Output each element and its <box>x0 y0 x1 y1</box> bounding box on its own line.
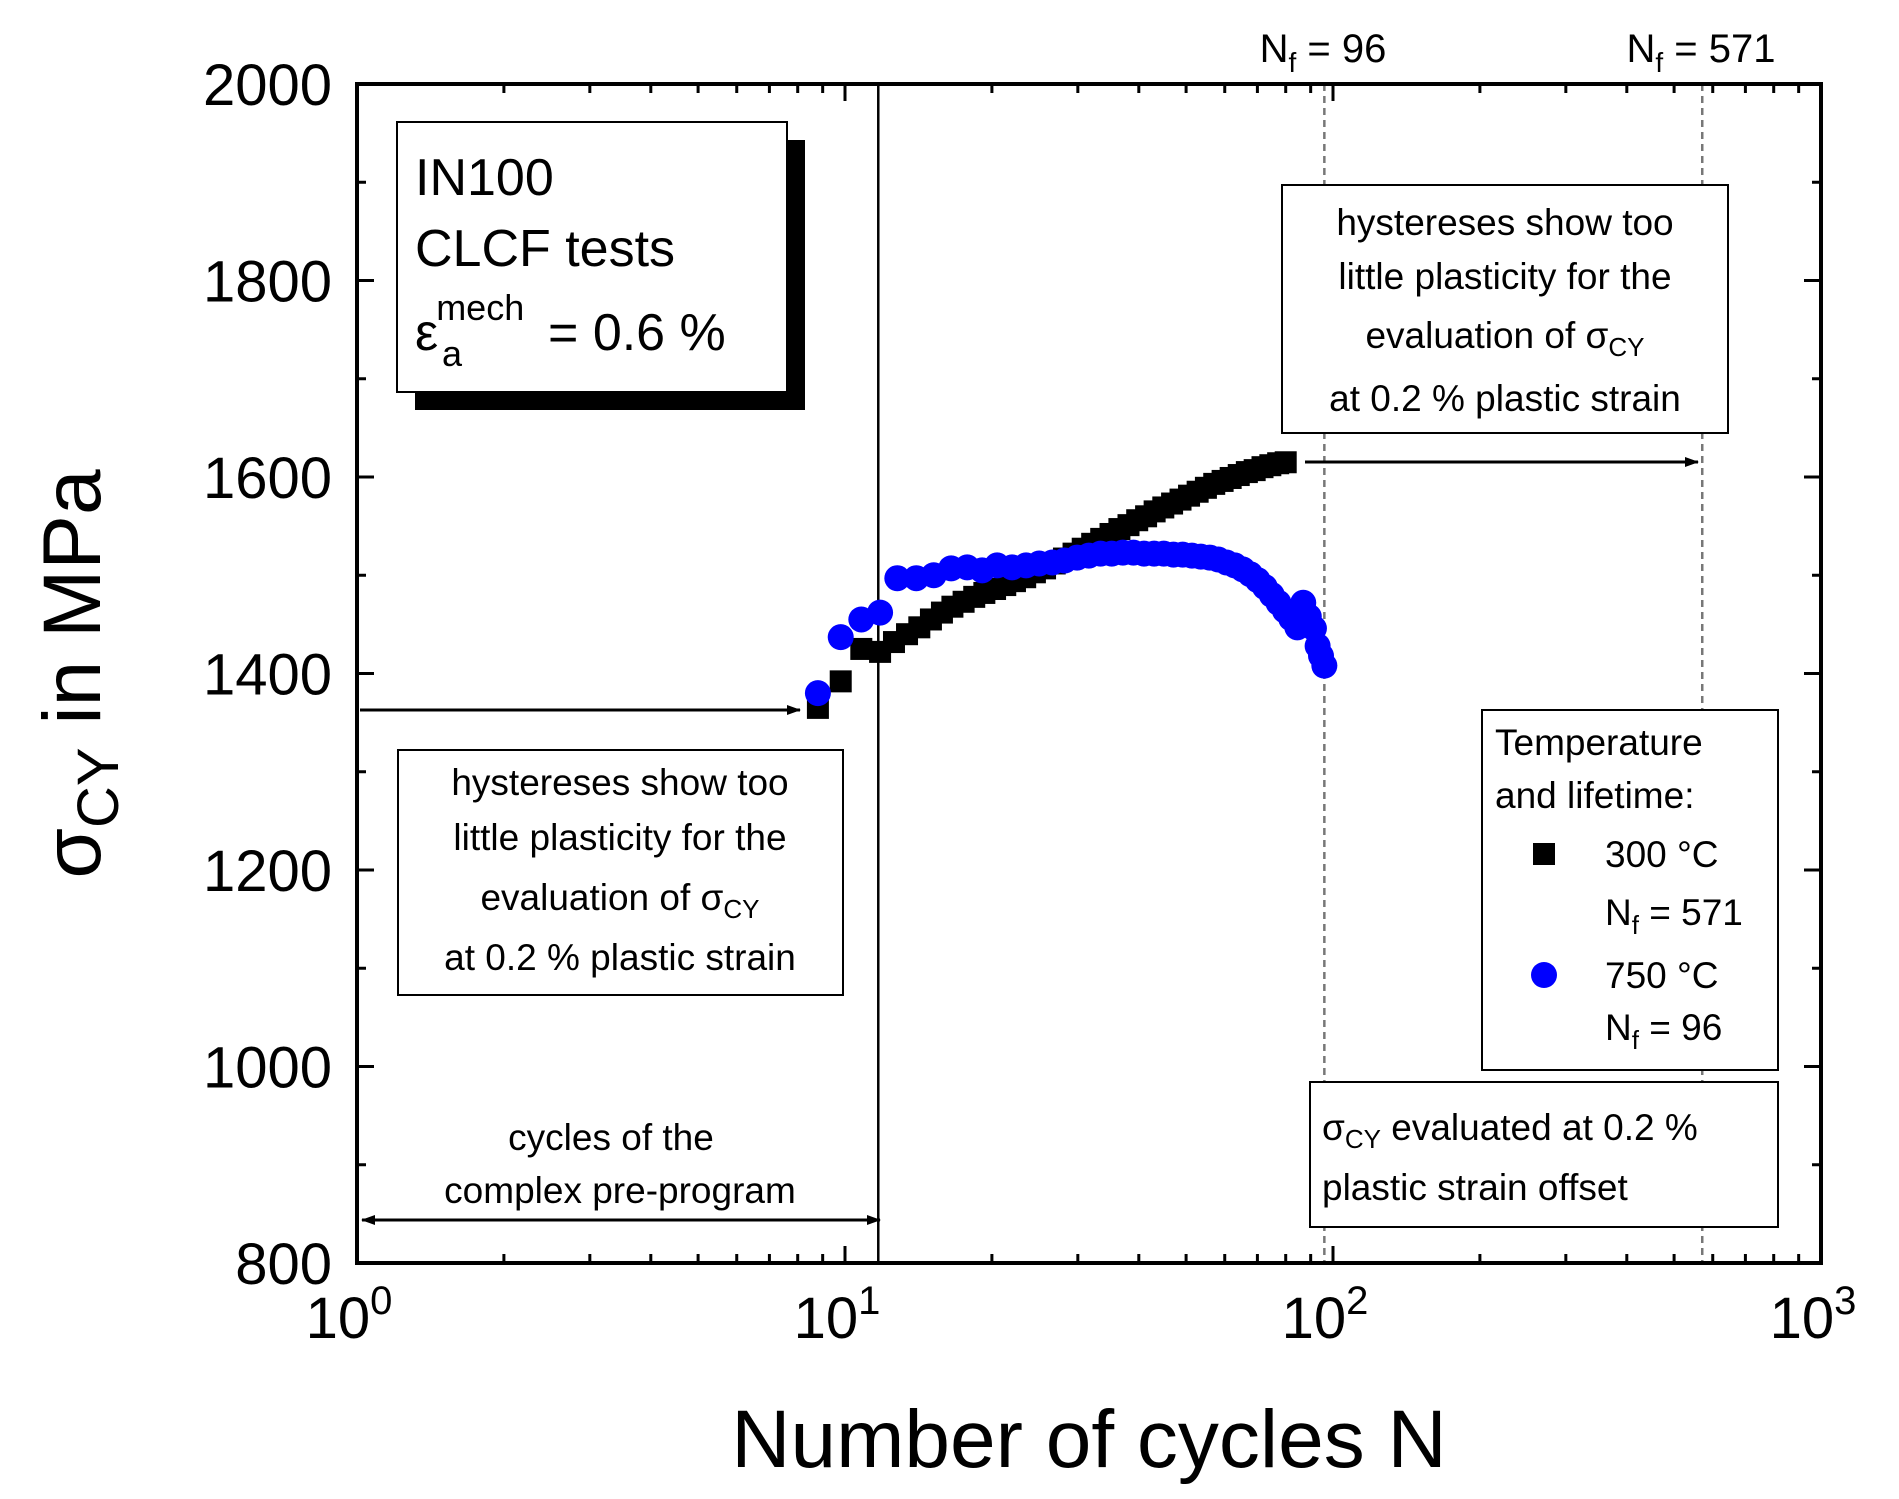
left-note-frame <box>397 749 844 996</box>
material-line: IN100 <box>415 149 554 207</box>
right-note-line1: hystereses show too <box>1336 202 1673 243</box>
left-note-line2: little plasticity for the <box>453 817 786 858</box>
legend-title-line1: Temperature <box>1495 722 1703 763</box>
material-box-frame <box>396 121 788 393</box>
point-750c-47 <box>1311 652 1338 679</box>
right-note-box: hystereses show too little plasticity fo… <box>1281 184 1729 434</box>
strain-value: = 0.6 % <box>548 304 726 362</box>
legend-750-label: 750 °C <box>1605 955 1719 996</box>
point-750c-0 <box>804 680 831 707</box>
point-300c-1 <box>829 670 852 693</box>
evaluation-note-line1: σCY evaluated at 0.2 % <box>1322 1107 1698 1154</box>
legend: Temperature and lifetime: 300 °C Nf = 57… <box>1481 709 1779 1071</box>
left-note-box: hystereses show too little plasticity fo… <box>397 749 844 996</box>
right-note-line2: little plasticity for the <box>1338 256 1671 297</box>
right-note-line3: evaluation of σCY <box>1365 315 1644 362</box>
y-tick-label-4: 1600 <box>203 446 332 511</box>
evaluation-note-box: σCY evaluated at 0.2 % plastic strain of… <box>1309 1081 1779 1228</box>
point-750c-1 <box>827 624 854 651</box>
point-300c-46 <box>1274 451 1297 474</box>
strain-subscript: a <box>442 333 463 374</box>
nf-96-top-label: Nf = 96 <box>1260 27 1387 78</box>
x-axis-title: Number of cycles N <box>731 1394 1446 1485</box>
test-type-line: CLCF tests <box>415 220 675 278</box>
left-note-line4: at 0.2 % plastic strain <box>444 937 796 978</box>
evaluation-note-line2: plastic strain offset <box>1322 1167 1628 1208</box>
evaluation-note-frame <box>1309 1081 1779 1228</box>
legend-300-lifetime: Nf = 571 <box>1605 892 1743 940</box>
y-tick-label-6: 2000 <box>203 53 332 118</box>
legend-300-label: 300 °C <box>1605 834 1719 875</box>
legend-title-line2: and lifetime: <box>1495 775 1695 816</box>
y-tick-label-1: 1000 <box>203 1036 332 1101</box>
legend-square-marker <box>1533 843 1555 865</box>
preprogram-line2: complex pre-program <box>444 1170 796 1211</box>
legend-750-lifetime: Nf = 96 <box>1605 1007 1722 1055</box>
left-note-line1: hystereses show too <box>451 762 788 803</box>
series-0 <box>806 451 1297 719</box>
y-axis-title: σCY in MPa <box>27 469 131 879</box>
y-tick-label-5: 1800 <box>203 250 332 315</box>
tick-labels: 800 1000 1200 1400 1600 1800 2000 100 101 102 103 <box>203 53 1856 1351</box>
y-tick-label-3: 1400 <box>203 643 332 708</box>
axis-ticks <box>355 82 1823 1265</box>
legend-frame <box>1481 709 1779 1071</box>
x-tick-label-3: 103 <box>1770 1279 1857 1351</box>
y-tick-label-0: 800 <box>235 1232 332 1297</box>
nf-571-top-label: Nf = 571 <box>1627 27 1776 78</box>
left-note-line3: evaluation of σCY <box>480 877 759 924</box>
strain-amplitude-line: εmech <box>415 287 524 362</box>
point-750c-3 <box>867 599 894 626</box>
legend-circle-marker <box>1531 962 1557 988</box>
point-750c-4 <box>884 565 911 592</box>
material-info-box: IN100 CLCF tests εmech a = 0.6 % <box>396 121 805 410</box>
y-tick-label-2: 1200 <box>203 839 332 904</box>
series-1 <box>804 539 1338 707</box>
right-note-frame <box>1281 184 1729 434</box>
right-note-line4: at 0.2 % plastic strain <box>1329 378 1681 419</box>
x-tick-label-0: 100 <box>306 1279 393 1351</box>
point-300c-2 <box>850 637 873 660</box>
x-tick-label-2: 102 <box>1282 1279 1369 1351</box>
data-series <box>804 451 1338 719</box>
x-tick-label-1: 101 <box>794 1279 881 1351</box>
preprogram-line1: cycles of the <box>508 1117 714 1158</box>
